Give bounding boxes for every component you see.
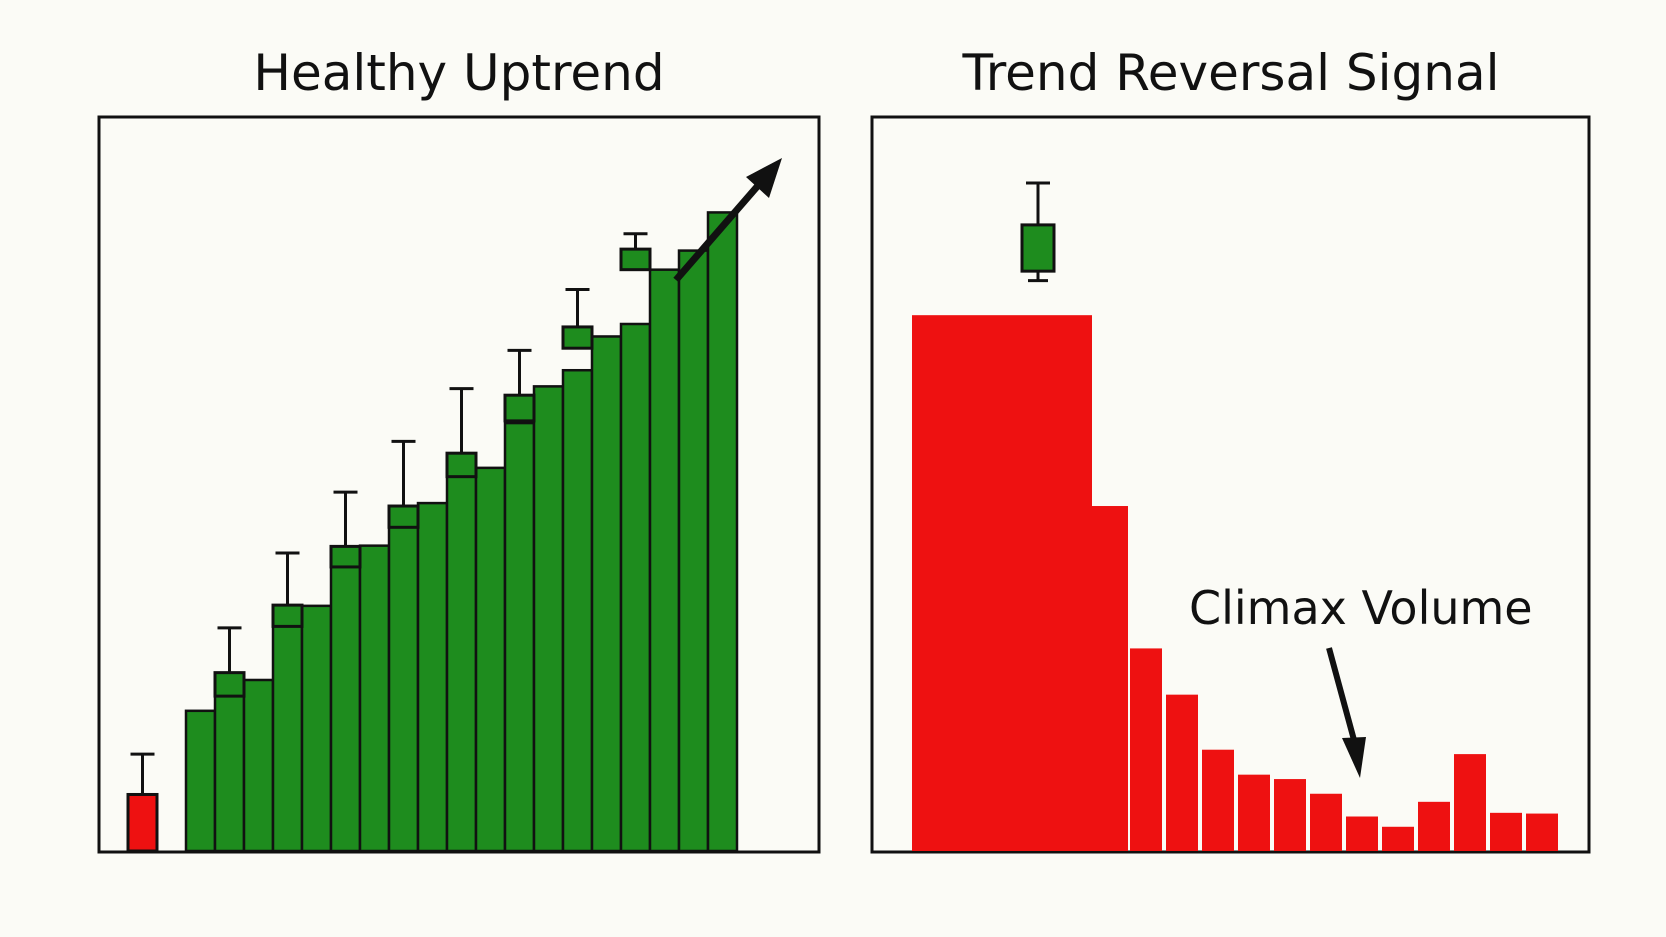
candlestick (1020, 181, 1056, 283)
uptrend-arrow-head (746, 158, 782, 198)
volume-bar (358, 544, 391, 853)
volume-bar (213, 678, 246, 853)
volume-bar (1382, 826, 1414, 851)
volume-bar (1526, 813, 1558, 851)
candle-body (387, 504, 420, 529)
volume-bar (1056, 315, 1092, 851)
volume-bar (1020, 315, 1056, 851)
volume-bars (912, 315, 1558, 851)
candlestick (126, 752, 159, 853)
candlestick (329, 490, 362, 569)
chart-title: Healthy Uptrend (253, 44, 664, 102)
volume-bar (474, 466, 507, 853)
volume-bar (619, 322, 652, 853)
volume-bar (1346, 816, 1378, 851)
candle-body (329, 544, 362, 569)
candle-body (561, 325, 594, 350)
chart-title: Trend Reversal Signal (962, 44, 1500, 102)
volume-bar (1202, 749, 1234, 851)
candle-body (503, 393, 536, 423)
candlestick (619, 232, 652, 272)
candle-body (619, 247, 652, 272)
volume-bar (590, 335, 623, 853)
volume-bar (912, 315, 948, 851)
volume-bar (300, 604, 333, 853)
volume-bar (561, 368, 594, 853)
panel-trend-reversal: Trend Reversal Signal Climax Volume (870, 44, 1591, 854)
volume-bar (1130, 648, 1162, 851)
volume-bar (416, 501, 449, 853)
climax-volume-label: Climax Volume (1189, 581, 1533, 635)
candle-body (1020, 223, 1056, 273)
candle-body (445, 451, 478, 479)
volume-bar (387, 524, 420, 853)
volume-bar (242, 678, 275, 853)
volume-bar (1454, 754, 1486, 851)
volume-bar (184, 709, 217, 853)
panel-healthy-uptrend: Healthy Uptrend (97, 44, 821, 854)
volume-bar (1092, 506, 1128, 851)
volume-bars (128, 211, 739, 853)
volume-bar (1238, 774, 1270, 851)
candlestick (213, 626, 246, 698)
candlestick (387, 439, 420, 529)
volume-bar (532, 385, 565, 853)
volume-bar (706, 211, 739, 853)
candlestick (445, 387, 478, 479)
volume-bar (648, 268, 681, 853)
volume-bar (1418, 801, 1450, 851)
climax-volume-arrow-head (1342, 737, 1366, 778)
candlesticks (1020, 181, 1056, 283)
candlesticks (126, 232, 652, 853)
volume-bar (329, 556, 362, 853)
volume-bar (445, 471, 478, 853)
candlestick (503, 348, 536, 423)
candle-body (213, 671, 246, 698)
volume-bar (984, 315, 1020, 851)
candlestick (561, 287, 594, 350)
candlestick (271, 551, 304, 628)
candle-body (271, 603, 304, 628)
candle-body (126, 792, 159, 853)
volume-bar (1274, 779, 1306, 851)
volume-bar (1490, 812, 1522, 851)
volume-bar (948, 315, 984, 851)
volume-bar (677, 249, 710, 853)
volume-bar (271, 617, 304, 853)
volume-bar (1310, 793, 1342, 851)
climax-volume-arrow (1326, 647, 1357, 741)
volume-bar (1166, 694, 1198, 851)
volume-bar (503, 421, 536, 853)
